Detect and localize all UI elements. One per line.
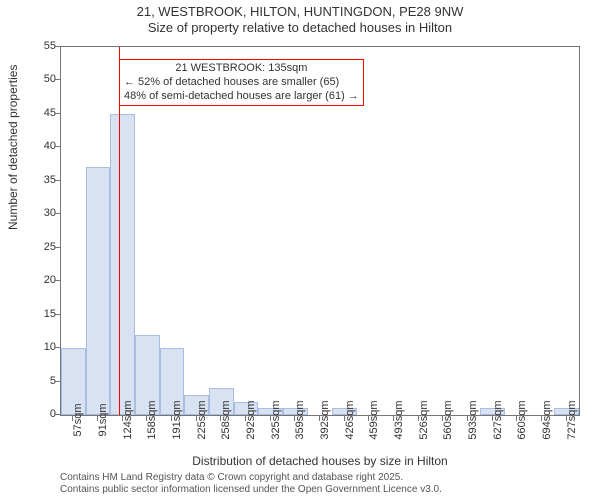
x-tick-mark [393,416,394,421]
x-tick-mark [368,416,369,421]
y-tick-mark [55,247,60,248]
y-tick-mark [55,381,60,382]
y-tick-mark [55,113,60,114]
x-tick-label: 593sqm [467,400,479,439]
plot-area: 21 WESTBROOK: 135sqm← 52% of detached ho… [60,46,580,416]
title-line-2: Size of property relative to detached ho… [0,20,600,36]
x-tick-mark [294,416,295,421]
histogram-bar [110,114,135,415]
y-tick-mark [55,79,60,80]
x-tick-mark [541,416,542,421]
annotation-line: 21 WESTBROOK: 135sqm [124,62,359,76]
footer-line-1: Contains HM Land Registry data © Crown c… [60,472,442,484]
annotation-box: 21 WESTBROOK: 135sqm← 52% of detached ho… [119,59,364,106]
x-tick-label: 292sqm [245,400,257,439]
y-axis-label: Number of detached properties [6,65,20,230]
x-tick-label: 526sqm [418,400,430,439]
y-tick-mark [55,314,60,315]
x-tick-label: 325sqm [270,400,282,439]
footer-attribution: Contains HM Land Registry data © Crown c… [60,472,442,496]
chart-title: 21, WESTBROOK, HILTON, HUNTINGDON, PE28 … [0,4,600,37]
x-tick-mark [122,416,123,421]
x-tick-label: 727sqm [566,400,578,439]
x-tick-label: 392sqm [319,400,331,439]
x-tick-mark [270,416,271,421]
x-tick-label: 124sqm [122,400,134,439]
x-tick-label: 57sqm [72,403,84,436]
x-tick-mark [220,416,221,421]
x-tick-label: 426sqm [344,400,356,439]
chart-container: 21, WESTBROOK, HILTON, HUNTINGDON, PE28 … [0,0,600,500]
y-tick-mark [55,180,60,181]
x-tick-mark [319,416,320,421]
x-tick-mark [566,416,567,421]
y-tick-mark [55,46,60,47]
x-tick-label: 258sqm [220,400,232,439]
x-tick-mark [418,416,419,421]
x-tick-label: 627sqm [492,400,504,439]
footer-line-2: Contains public sector information licen… [60,484,442,496]
x-tick-mark [97,416,98,421]
x-tick-label: 191sqm [171,400,183,439]
x-tick-mark [492,416,493,421]
x-tick-mark [467,416,468,421]
x-tick-label: 158sqm [146,400,158,439]
x-axis-label: Distribution of detached houses by size … [60,454,580,468]
y-tick-mark [55,213,60,214]
y-tick-mark [55,414,60,415]
x-tick-label: 459sqm [368,400,380,439]
x-tick-mark [171,416,172,421]
y-tick-mark [55,347,60,348]
title-line-1: 21, WESTBROOK, HILTON, HUNTINGDON, PE28 … [0,4,600,20]
x-tick-label: 560sqm [442,400,454,439]
x-tick-label: 91sqm [97,403,109,436]
x-tick-mark [442,416,443,421]
x-tick-label: 359sqm [294,400,306,439]
y-tick-mark [55,146,60,147]
histogram-bar [86,167,111,415]
x-tick-mark [245,416,246,421]
x-tick-mark [516,416,517,421]
annotation-line: ← 52% of detached houses are smaller (65… [124,76,359,90]
annotation-line: 48% of semi-detached houses are larger (… [124,90,359,104]
x-tick-mark [146,416,147,421]
x-tick-label: 493sqm [393,400,405,439]
y-tick-mark [55,280,60,281]
x-tick-mark [72,416,73,421]
x-tick-label: 225sqm [196,400,208,439]
x-tick-mark [196,416,197,421]
x-tick-label: 694sqm [541,400,553,439]
x-tick-label: 660sqm [516,400,528,439]
x-tick-mark [344,416,345,421]
